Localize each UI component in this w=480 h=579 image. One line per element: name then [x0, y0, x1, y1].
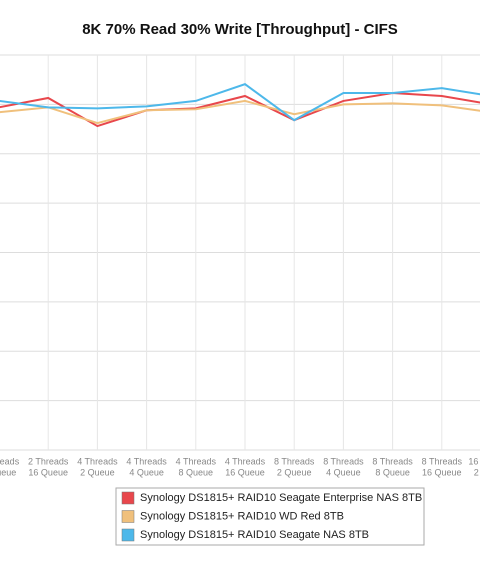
- x-tick-label: 2 Queue: [474, 467, 480, 477]
- x-tick-label: 16 Queue: [422, 467, 462, 477]
- x-tick-label: 8 Threads: [323, 456, 364, 466]
- x-tick-label: 8 Queue: [179, 467, 214, 477]
- legend-label: Synology DS1815+ RAID10 Seagate NAS 8TB: [140, 529, 369, 541]
- x-tick-label: 4 Threads: [225, 456, 266, 466]
- chart-title: 8K 70% Read 30% Write [Throughput] - CIF…: [82, 21, 398, 38]
- x-tick-label: 16 Queue: [225, 467, 265, 477]
- x-tick-label: 2 Threads: [28, 456, 69, 466]
- legend-box: [115, 487, 425, 546]
- x-tick-label: 4 Queue: [129, 467, 164, 477]
- x-tick-label: 8 Threads: [422, 456, 463, 466]
- x-tick-label: 2 Threads: [0, 456, 20, 466]
- series-line: [0, 99, 480, 125]
- legend-swatch: [121, 491, 135, 505]
- legend-label: Synology DS1815+ RAID10 WD Red 8TB: [140, 510, 344, 522]
- x-tick-label: 8 Queue: [0, 467, 16, 477]
- legend-swatch: [121, 528, 135, 542]
- x-tick-label: 4 Queue: [326, 467, 361, 477]
- series-line: [0, 92, 480, 128]
- x-tick-label: 4 Threads: [77, 456, 118, 466]
- x-tick-label: 8 Queue: [375, 467, 410, 477]
- x-tick-label: 4 Threads: [126, 456, 167, 466]
- series-line: [0, 83, 480, 122]
- x-tick-label: 16 Queue: [28, 467, 68, 477]
- legend-label: Synology DS1815+ RAID10 Seagate Enterpri…: [140, 492, 422, 504]
- legend-swatch: [121, 510, 135, 523]
- x-tick-label: 8 Threads: [274, 456, 315, 466]
- x-tick-label: 4 Threads: [176, 456, 217, 466]
- x-tick-label: 2 Queue: [277, 467, 312, 477]
- x-tick-label: 16 Threads: [468, 456, 480, 466]
- x-tick-label: 2 Queue: [80, 467, 115, 477]
- x-tick-label: 8 Threads: [372, 456, 413, 466]
